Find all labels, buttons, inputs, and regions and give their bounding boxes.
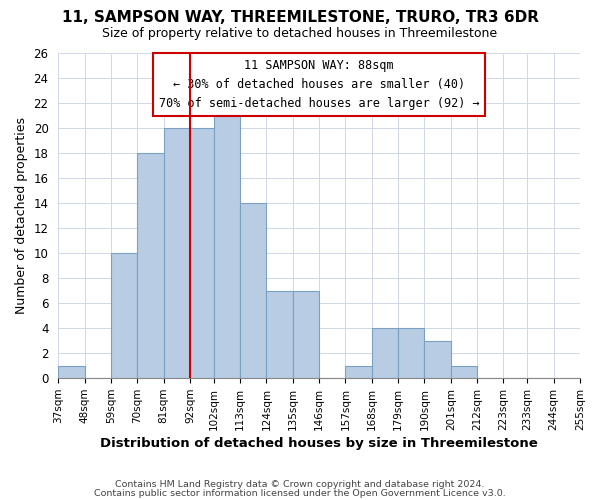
Bar bbox=[111, 253, 137, 378]
Bar bbox=[424, 340, 451, 378]
Bar bbox=[240, 203, 266, 378]
Text: Contains public sector information licensed under the Open Government Licence v3: Contains public sector information licen… bbox=[94, 488, 506, 498]
Bar bbox=[372, 328, 398, 378]
Bar bbox=[293, 290, 319, 378]
Bar bbox=[214, 115, 240, 378]
Text: Contains HM Land Registry data © Crown copyright and database right 2024.: Contains HM Land Registry data © Crown c… bbox=[115, 480, 485, 489]
Text: 11, SAMPSON WAY, THREEMILESTONE, TRURO, TR3 6DR: 11, SAMPSON WAY, THREEMILESTONE, TRURO, … bbox=[62, 10, 539, 25]
Bar bbox=[266, 290, 293, 378]
Bar bbox=[451, 366, 477, 378]
Text: Size of property relative to detached houses in Threemilestone: Size of property relative to detached ho… bbox=[103, 28, 497, 40]
Text: 11 SAMPSON WAY: 88sqm
← 30% of detached houses are smaller (40)
70% of semi-deta: 11 SAMPSON WAY: 88sqm ← 30% of detached … bbox=[159, 59, 479, 110]
Bar bbox=[190, 128, 214, 378]
Y-axis label: Number of detached properties: Number of detached properties bbox=[15, 117, 28, 314]
X-axis label: Distribution of detached houses by size in Threemilestone: Distribution of detached houses by size … bbox=[100, 437, 538, 450]
Bar bbox=[398, 328, 424, 378]
Bar bbox=[346, 366, 372, 378]
Bar bbox=[58, 366, 85, 378]
Bar bbox=[164, 128, 190, 378]
Bar bbox=[137, 152, 164, 378]
